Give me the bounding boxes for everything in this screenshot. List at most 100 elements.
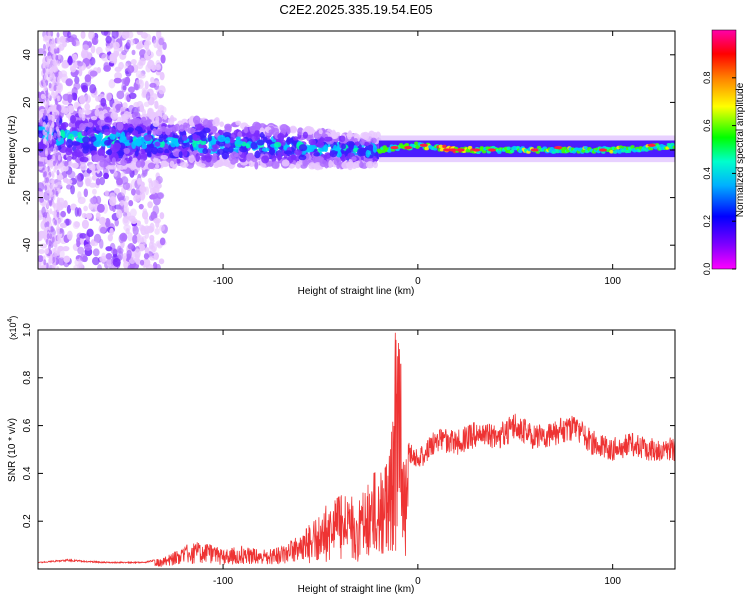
spectrogram-noise-blob	[51, 236, 55, 243]
spectrogram-noise-blob	[57, 154, 61, 161]
spectrogram-band-blob	[277, 133, 285, 141]
spectrogram-band-blob	[162, 113, 168, 120]
spectrogram-ridge-blob	[562, 146, 567, 151]
spectrogram-noise-blob	[55, 54, 59, 61]
spectrogram-noise-blob	[159, 71, 165, 81]
spectrogram-noise-blob	[46, 213, 50, 220]
spectrogram-noise-blob	[73, 82, 81, 90]
spectrogram-noise-blob	[139, 259, 145, 266]
spectrogram-noise-blob	[154, 63, 161, 71]
spectrogram-noise-blob	[130, 188, 136, 196]
spectrogram-x-tick-label: -100	[213, 276, 233, 287]
spectrogram-band-blob	[151, 146, 158, 155]
spectrogram-band-blob	[335, 131, 341, 137]
spectrogram-band-blob	[132, 118, 139, 127]
spectrogram-noise-blob	[149, 82, 157, 88]
spectrogram-band-blob	[81, 130, 88, 137]
spectrogram-noise-blob	[45, 104, 49, 111]
spectrogram-band-blob	[277, 152, 282, 161]
spectrogram-noise-blob	[127, 243, 135, 250]
spectrogram-band-blob	[338, 135, 346, 142]
spectrogram-noise-blob	[84, 94, 91, 104]
spectrogram-noise-blob	[51, 121, 55, 128]
spectrogram-band-blob	[370, 137, 377, 144]
spectrogram-band-blob	[365, 161, 375, 169]
spectrogram-noise-blob	[141, 87, 148, 95]
spectrogram-band-blob	[93, 140, 102, 148]
spectrogram-band-blob	[297, 127, 304, 136]
snr-background	[38, 330, 675, 569]
spectrogram-band-blob	[116, 121, 124, 131]
spectrogram-band-blob	[351, 162, 358, 170]
spectrogram-noise-blob	[149, 234, 155, 241]
spectrogram-noise-blob	[65, 179, 73, 185]
spectrogram-band-blob	[221, 151, 230, 160]
spectrogram-ridge-blob	[467, 145, 473, 150]
spectrogram-noise-blob	[130, 218, 138, 225]
spectrogram-band-blob	[234, 140, 244, 145]
spectrogram-noise-blob	[60, 210, 66, 218]
spectrogram-noise-blob	[46, 55, 50, 62]
spectrogram-y-axis-label: Frequency (Hz)	[7, 116, 18, 185]
spectrogram-hotspot	[456, 148, 465, 152]
spectrogram-noise-blob	[114, 72, 122, 80]
spectrogram-band-blob	[230, 158, 237, 165]
spectrogram-noise-blob	[124, 78, 130, 87]
spectrogram-noise-blob	[56, 95, 60, 102]
spectrogram-band-blob	[219, 121, 225, 127]
spectrogram-noise-blob	[53, 166, 57, 173]
spectrogram-noise-blob	[108, 78, 116, 89]
spectrogram-band-blob	[328, 159, 333, 169]
spectrogram-noise-blob	[51, 262, 55, 269]
spectrogram-band-blob	[265, 139, 273, 144]
spectrogram-band-blob	[319, 159, 328, 168]
spectrogram-noise-blob	[42, 113, 46, 120]
spectrogram-band-blob	[77, 131, 82, 139]
spectrogram-noise-blob	[117, 245, 122, 254]
spectrogram-noise-blob	[133, 101, 140, 109]
spectrogram-noise-blob	[43, 74, 47, 81]
spectrogram-band-blob	[141, 116, 147, 123]
spectrogram-band-blob	[146, 152, 152, 158]
spectrogram-noise-blob	[148, 241, 154, 250]
spectrogram-noise-blob	[50, 163, 54, 170]
spectrogram-ridge-blob	[509, 149, 515, 153]
spectrogram-band-blob	[269, 148, 275, 155]
spectrogram-noise-blob	[93, 233, 102, 244]
spectrogram-band-blob	[68, 105, 74, 114]
spectrogram-noise-blob	[53, 85, 57, 92]
spectrogram-noise-blob	[57, 187, 61, 194]
colorbar-tick-label: 0.0	[702, 263, 712, 276]
snr-y-tick-label: 0.4	[22, 466, 33, 480]
spectrogram-noise-blob	[48, 240, 52, 247]
spectrogram-band-blob	[166, 137, 176, 142]
spectrogram-band-blob	[295, 163, 301, 169]
spectrogram-noise-blob	[127, 232, 133, 242]
spectrogram-band-blob	[126, 132, 131, 141]
spectrogram-noise-blob	[91, 256, 100, 266]
spectrogram-noise-blob	[92, 248, 100, 257]
spectrogram-band-blob	[38, 155, 41, 161]
spectrogram-noise-blob	[77, 61, 84, 67]
spectrogram-noise-blob	[144, 80, 149, 90]
spectrogram-band-blob	[165, 127, 171, 136]
spectrogram-noise-blob	[91, 36, 99, 45]
spectrogram-noise-blob	[51, 37, 55, 44]
spectrogram-noise-blob	[38, 230, 46, 239]
spectrogram-noise-blob	[143, 40, 150, 50]
spectrogram-noise-blob	[72, 40, 77, 47]
spectrogram-noise-blob	[104, 217, 111, 228]
spectrogram-noise-blob	[54, 183, 58, 190]
spectrogram-noise-blob	[110, 248, 119, 255]
spectrogram-noise-blob	[56, 169, 60, 176]
spectrogram-noise-blob	[128, 92, 137, 100]
spectrogram-band-blob	[235, 120, 242, 126]
spectrogram-band-blob	[373, 161, 378, 169]
spectrogram-noise-blob	[51, 89, 55, 96]
spectrogram-noise-blob	[114, 219, 119, 227]
spectrogram-noise-blob	[105, 252, 113, 260]
spectrogram-hotspot	[598, 148, 607, 152]
snr-y-tick-label: 0.2	[22, 514, 33, 528]
spectrogram-x-axis-label: Height of straight line (km)	[298, 286, 415, 297]
